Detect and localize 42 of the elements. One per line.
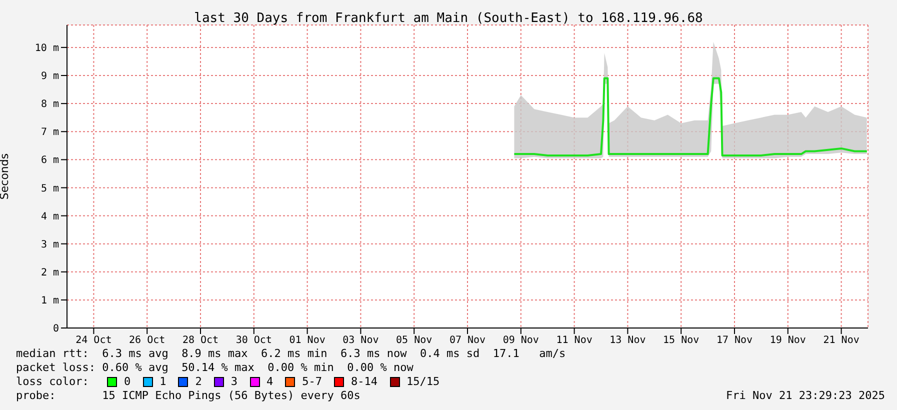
y-tick-label: 10 m — [34, 42, 59, 54]
text: packet loss: 0.60 % avg 50.14 % max 0.00 % min 0.00 % now — [16, 361, 414, 375]
text: 2 — [195, 375, 202, 389]
text: 8-14 — [351, 375, 378, 389]
y-tick-label: 3 m — [40, 239, 59, 250]
line-series — [513, 77, 868, 156]
x-tick-label: 24 Oct — [76, 335, 112, 346]
x-tick-label: 05 Nov — [396, 335, 432, 346]
y-tick-label: 4 m — [40, 211, 59, 222]
text: Fri Nov 21 23:29:23 2025 — [726, 389, 885, 402]
x-tick-label: 07 Nov — [449, 335, 486, 346]
y-tick-label: 5 m — [40, 183, 59, 194]
x-tick-label: 19 Nov — [770, 335, 806, 346]
x-tick-label: 09 Nov — [502, 335, 539, 346]
x-tick-label: 17 Nov — [716, 335, 753, 346]
x-tick-label: 01 Nov — [289, 335, 326, 346]
text: 5-7 — [302, 375, 322, 389]
y-tick-label: 8 m — [40, 99, 59, 110]
text: 1 — [160, 375, 166, 389]
x-tick-label: 13 Nov — [610, 335, 646, 346]
y-axis-title: Seconds — [0, 153, 11, 200]
text: loss color: — [16, 375, 90, 389]
x-tick-label: 26 Oct — [129, 335, 166, 346]
y-tick-label: 7 m — [40, 127, 59, 138]
text: 4 — [266, 375, 274, 389]
x-tick-label: 28 Oct — [182, 335, 219, 346]
text: 15/15 — [406, 375, 440, 389]
y-tick-label: 6 m — [40, 155, 59, 166]
text: median rtt: 6.3 ms avg 8.9 ms max 6.2 ms min 6.3 ms now 0.4 ms sd 17.1 am/s — [16, 347, 566, 361]
x-tick-label: 15 Nov — [663, 335, 700, 346]
x-tick-label: 03 Nov — [342, 335, 379, 346]
chart-title: last 30 Days from Frankfurt am Main (South-East) to 168.119.96.68 — [193, 11, 704, 26]
text: 0 — [124, 375, 131, 389]
text: probe: 15 ICMP Echo Pings (56 Bytes) every 60s — [16, 389, 362, 403]
x-tick-label: 11 Nov — [556, 335, 592, 346]
y-tick-label: 9 m — [40, 71, 59, 82]
x-tick-label: 30 Oct — [236, 335, 272, 346]
text: 3 — [230, 375, 238, 389]
y-tick-label: 2 m — [40, 267, 59, 278]
y-tick-label: 1 m — [40, 295, 59, 306]
y-tick-label: 0 — [52, 324, 59, 335]
x-tick-label: 21 Nov — [823, 335, 860, 346]
